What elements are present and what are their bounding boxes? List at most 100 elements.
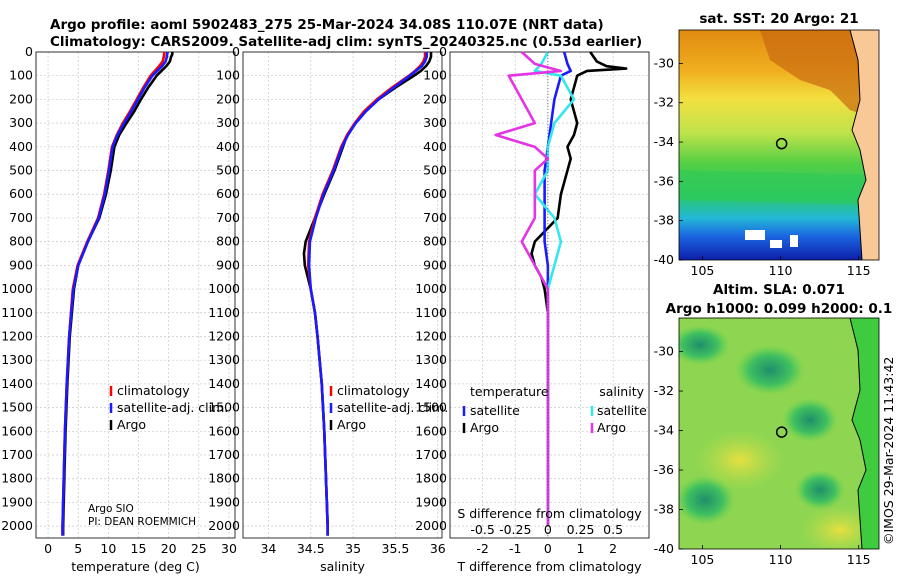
series-line-argo	[302, 52, 433, 536]
x-axis-label: T difference from climatology	[456, 559, 642, 574]
y-tick-label: 300	[216, 115, 240, 130]
x-tick-label: 1	[577, 541, 585, 556]
x-axis-label: temperature (deg C)	[71, 559, 200, 574]
y-tick-label: 200	[9, 91, 33, 106]
sst-cloud-patch-3	[790, 235, 798, 247]
map-y-tick-label: -32	[654, 95, 674, 110]
sst-warm-plume	[760, 30, 879, 120]
y-tick-label: 100	[423, 68, 447, 83]
sla-map-title: Altim. SLA: 0.071	[713, 282, 845, 298]
sla-coastline	[849, 318, 867, 549]
y-tick-label: 1000	[208, 281, 240, 296]
y-tick-label: 1900	[1, 494, 33, 509]
map-y-tick-label: -40	[654, 252, 674, 267]
series-line-satellite	[61, 51, 169, 536]
sla-anomaly-3	[782, 398, 838, 442]
y-tick-label: 500	[216, 163, 240, 178]
x-tick-label: -1	[509, 541, 521, 556]
y-tick-label: 800	[423, 234, 447, 249]
top-tick-label: 0.5	[603, 522, 623, 537]
sla-anomaly-2	[735, 345, 805, 395]
y-tick-label: 100	[9, 68, 33, 83]
salinity-profile-panel: 0100200300400500600700800900100011001200…	[208, 44, 448, 574]
sla-land	[850, 318, 879, 549]
series-line-argo	[61, 52, 174, 536]
y-tick-label: 600	[9, 186, 33, 201]
map-x-tick-label: 110	[769, 263, 793, 278]
y-tick-label: 900	[9, 257, 33, 272]
y-tick-label: 400	[216, 139, 240, 154]
y-tick-label: 1800	[208, 471, 240, 486]
sst-cloud-patch-2	[770, 240, 782, 248]
legend-title-salinity: salinity	[599, 384, 644, 399]
map-x-tick-label: 115	[847, 263, 871, 278]
y-tick-label: 500	[423, 163, 447, 178]
y-tick-label: 1600	[208, 423, 240, 438]
legend-label: Argo	[117, 417, 146, 432]
y-tick-label: 1800	[1, 471, 33, 486]
legend-label: satellite-adj. clim.	[117, 400, 228, 415]
credit-institution: Argo SIO	[88, 503, 134, 515]
x-tick-label: 34	[260, 541, 276, 556]
y-tick-label: 900	[216, 257, 240, 272]
x-tick-label: 2	[609, 541, 617, 556]
y-tick-label: 0	[439, 44, 447, 59]
y-tick-label: 200	[216, 91, 240, 106]
map-x-tick-label: 105	[691, 552, 715, 567]
y-tick-label: 1300	[415, 352, 447, 367]
series-line-t-argo	[530, 51, 628, 527]
x-tick-label: 10	[100, 541, 116, 556]
axes-frame	[242, 51, 443, 539]
y-tick-label: 2000	[1, 518, 33, 533]
y-tick-label: 1300	[208, 352, 240, 367]
axes-frame	[449, 51, 650, 539]
x-tick-label: 36	[430, 541, 446, 556]
y-tick-label: 200	[423, 91, 447, 106]
y-tick-label: 1700	[1, 447, 33, 462]
y-tick-label: 1200	[415, 328, 447, 343]
y-tick-label: 1700	[415, 447, 447, 462]
map-x-tick-label: 110	[769, 552, 793, 567]
map-y-tick-label: -34	[654, 423, 674, 438]
legend-label: satellite-adj. clim.	[337, 400, 448, 415]
y-tick-label: 400	[423, 139, 447, 154]
sla-map-subtitle: Argo h1000: 0.099 h2000: 0.1	[666, 301, 893, 317]
y-tick-label: 0	[25, 44, 33, 59]
series-line-climatology	[61, 51, 166, 536]
legend-label: climatology	[337, 383, 410, 398]
legend-label: Argo	[470, 420, 499, 435]
y-tick-label: 1700	[208, 447, 240, 462]
map-y-tick-label: -36	[654, 462, 674, 477]
x-tick-label: 30	[221, 541, 237, 556]
y-tick-label: 1600	[415, 423, 447, 438]
sst-land	[850, 30, 879, 260]
x-tick-label: 20	[161, 541, 177, 556]
axes-frame	[35, 51, 236, 539]
map-y-tick-label: -32	[654, 383, 674, 398]
map-y-tick-label: -34	[654, 134, 674, 149]
y-tick-label: 1500	[1, 400, 33, 415]
map-x-tick-label: 105	[691, 263, 715, 278]
top-axis-label: S difference from climatology	[457, 506, 642, 521]
y-tick-label: 1200	[208, 328, 240, 343]
x-tick-label: 15	[131, 541, 147, 556]
y-tick-label: 1500	[208, 400, 240, 415]
x-tick-label: -2	[476, 541, 488, 556]
legend-label: satellite	[597, 403, 647, 418]
map-y-tick-label: -30	[654, 55, 674, 70]
x-tick-label: 34.5	[297, 541, 325, 556]
y-tick-label: 1000	[1, 281, 33, 296]
legend-label: Argo	[337, 417, 366, 432]
sla-argo-marker	[775, 426, 788, 438]
y-tick-label: 600	[423, 186, 447, 201]
difference-profile-panel: 0100200300400500600700800900100011001200…	[415, 44, 650, 574]
title-line-2: Climatology: CARS2009. Satellite-adj cli…	[50, 34, 642, 50]
map-y-tick-label: -30	[654, 344, 674, 359]
legend-title-temperature: temperature	[470, 384, 549, 399]
x-tick-label: 35	[345, 541, 361, 556]
y-tick-label: 2000	[415, 518, 447, 533]
map-y-tick-label: -40	[654, 541, 674, 556]
y-tick-label: 1200	[1, 328, 33, 343]
legend-label: climatology	[117, 383, 190, 398]
